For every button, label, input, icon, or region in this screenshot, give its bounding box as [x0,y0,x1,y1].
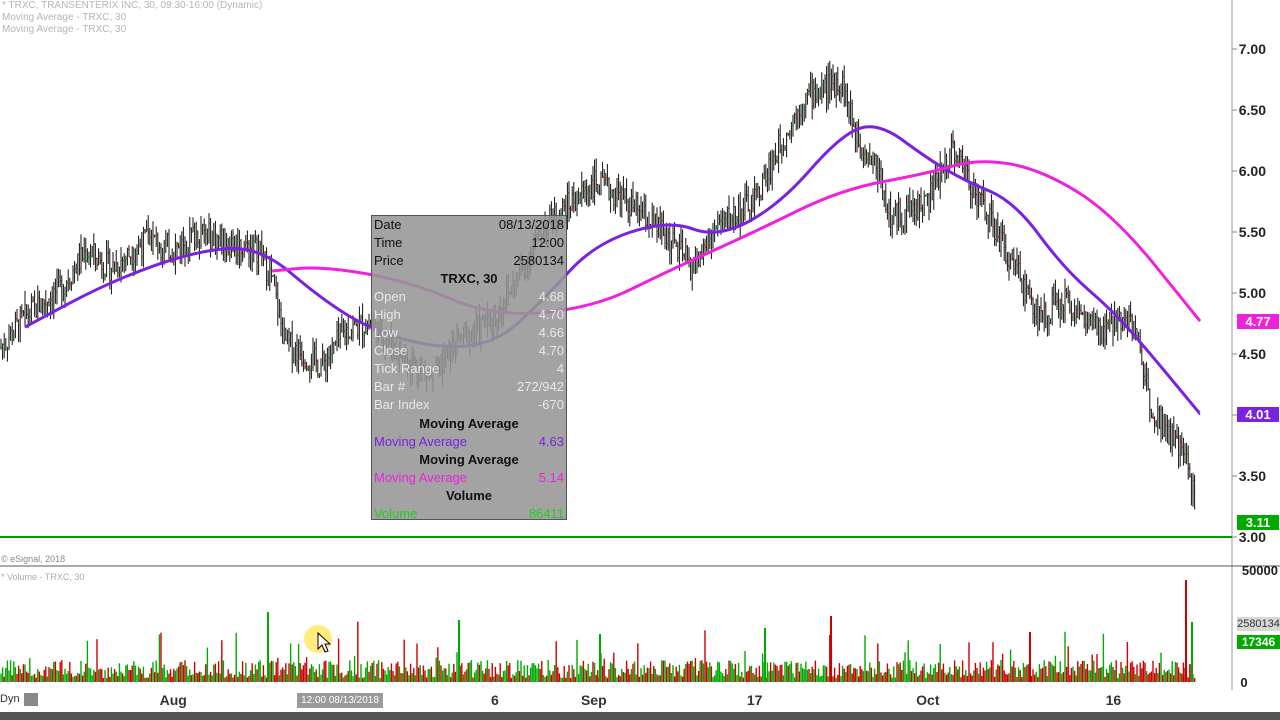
tooltip-ma2-title: Moving Average [419,452,519,467]
tooltip-value: 4.63 [538,434,564,449]
tooltip-ma1-title: Moving Average [419,416,519,431]
volume-legend: * Volume - TRXC, 30 [1,572,85,582]
tooltip-ohlc-row: Tick Range 4 [374,360,564,378]
window-bottom-strip [0,712,1280,720]
tooltip-ma2-row: Moving Average 5.14 [374,469,564,487]
tooltip-value: 08/13/2018 [498,217,564,232]
tooltip-value: 4.66 [538,325,564,340]
x-tick-label: 6 [490,692,499,708]
tooltip-date-row: Date 08/13/2018 [374,216,564,234]
tooltip-key: Moving Average [374,434,467,449]
tooltip-value: -670 [537,397,564,412]
tooltip-ma1-row: Moving Average 4.63 [374,433,564,451]
last-price-badge: 3.11 [1237,514,1279,530]
tooltip-value: 4.70 [538,343,564,358]
mouse-pointer-icon [317,632,331,653]
tooltip-key: Open [374,289,406,304]
tooltip-symbol-title: TRXC, 30 [440,271,498,286]
y-tick-label: 7.00 [1239,41,1266,57]
tooltip-value: 4 [556,361,564,376]
ma-fast-value-badge: 4.01 [1237,406,1279,422]
x-tick-label: Aug [159,692,187,708]
y-tick-label: 3.00 [1239,529,1266,545]
x-tick-label: Sep [580,692,607,708]
tooltip-key: Time [374,235,403,250]
y-tick-label: 6.50 [1239,102,1266,118]
tooltip-key: Bar Index [374,397,430,412]
volume-tick-label: 50000 [1242,563,1278,578]
ma-legend-2: Moving Average - TRXC, 30 [2,24,127,35]
volume-tick-label: 0 [1240,675,1247,690]
tooltip-value: 86411 [528,506,564,521]
tooltip-ohlc-row: High 4.70 [374,306,564,324]
tooltip-time-row: Time 12:00 [374,234,564,252]
volume-cursor-badge: 2580134 [1237,617,1280,631]
tooltip-price-row: Price 2580134 [374,252,564,270]
tooltip-value: 5.14 [538,470,564,485]
tooltip-volume-row: Volume 86411 [374,505,564,523]
x-tick-label: 16 [1105,692,1122,708]
ma-legend-1: Moving Average - TRXC, 30 [2,12,127,23]
copyright-text: © eSignal, 2018 [1,554,66,564]
data-window-tooltip: Date 08/13/2018 Time 12:00 Price 2580134… [371,215,567,523]
tooltip-key: High [374,307,401,322]
tooltip-value: 4.70 [538,307,564,322]
tooltip-key: Date [374,217,402,232]
ma-fast-line [24,125,1202,415]
tooltip-key: Bar # [374,379,406,394]
tooltip-value: 4.68 [538,289,564,304]
y-tick-label: 6.00 [1239,163,1266,179]
tooltip-key: Volume [374,506,418,521]
tooltip-volume-title: Volume [446,488,492,503]
tooltip-ohlc-row: Open 4.68 [374,288,564,306]
x-tick-label: Oct [916,692,940,708]
y-tick-label: 3.50 [1239,468,1266,484]
tooltip-ohlc-row: Low 4.66 [374,324,564,342]
tooltip-value: 12:00 [531,235,564,250]
y-tick-label: 5.50 [1239,224,1266,240]
tooltip-ohlc-row: Bar Index -670 [374,396,564,414]
tooltip-key: Price [374,253,404,268]
tooltip-key: Low [374,325,398,340]
tooltip-ohlc-row: Bar # 272/942 [374,378,564,396]
tooltip-value: 272/942 [517,379,564,394]
x-tick-label: 17 [746,692,763,708]
volume-last-badge: 17346 [1237,635,1280,649]
tooltip-key: Tick Range [374,361,440,376]
dynamic-toggle-icon[interactable] [24,693,38,706]
symbol-legend: * TRXC, TRANSENTERIX INC, 30, 09:30-16:0… [2,0,263,11]
x-cursor-label: 12:00 08/13/2018 [297,693,383,708]
tooltip-value: 2580134 [513,253,564,268]
y-tick-label: 4.50 [1239,346,1266,362]
tooltip-key: Moving Average [374,470,467,485]
tooltip-ohlc-row: Close 4.70 [374,342,564,360]
dynamic-label: Dyn [0,693,20,705]
ma-slow-value-badge: 4.77 [1237,314,1279,330]
tooltip-key: Close [374,343,408,358]
y-tick-label: 5.00 [1239,285,1266,301]
